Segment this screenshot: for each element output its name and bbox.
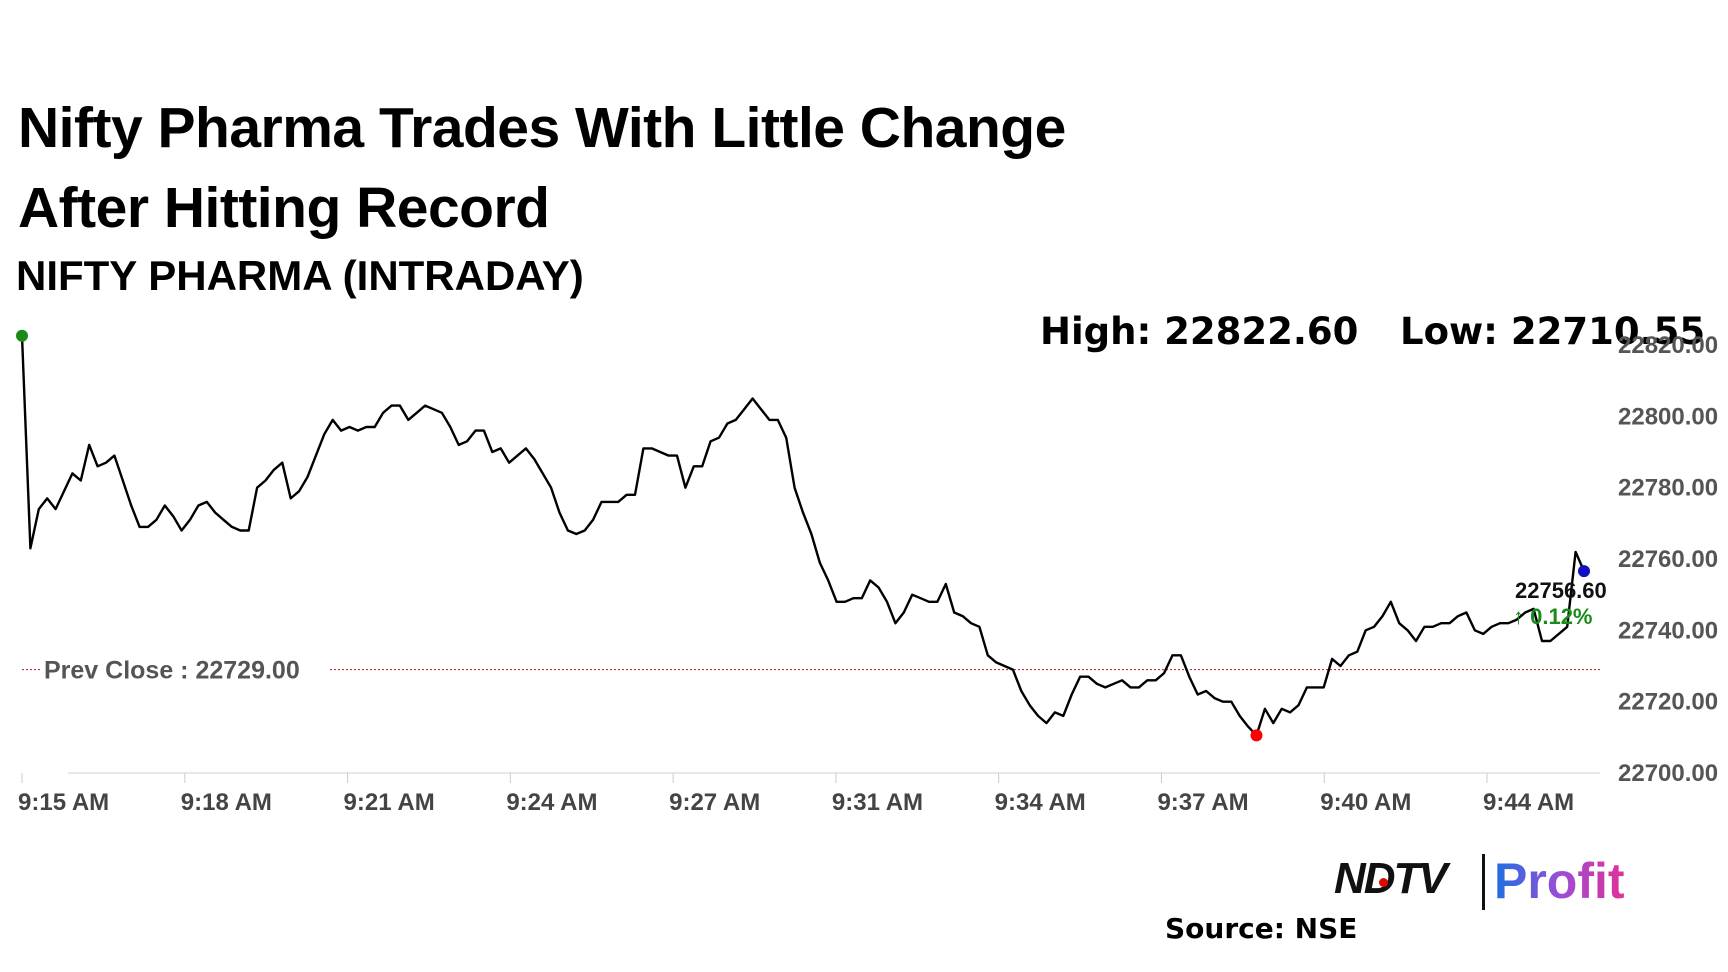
y-tick-label: 22820.00 — [1618, 332, 1718, 359]
price-series-line — [20, 335, 1586, 737]
x-tick-label: 9:40 AM — [1320, 789, 1411, 816]
last-price-marker — [1578, 565, 1590, 578]
brand-logo-dot — [1379, 878, 1388, 887]
high-value-label: High: 22822.60 — [1040, 310, 1359, 353]
x-tick-label: 9:27 AM — [669, 789, 760, 816]
chart-title: Nifty Pharma Trades With Little Change A… — [18, 88, 1318, 248]
x-tick-label: 9:18 AM — [181, 789, 272, 816]
day-low-marker — [1250, 729, 1263, 742]
chart-title-line2: After Hitting Record — [18, 176, 550, 240]
prev-close-label: Prev Close : 22729.00 — [44, 657, 300, 685]
y-tick-label: 22800.00 — [1618, 403, 1718, 430]
x-tick-label: 9:15 AM — [18, 789, 109, 816]
y-tick-label: 22720.00 — [1618, 689, 1718, 716]
day-high-marker — [16, 329, 28, 342]
x-tick-label: 9:21 AM — [344, 789, 435, 816]
y-tick-label: 22780.00 — [1618, 475, 1718, 502]
low-value-label: Low: 22710.55 — [1400, 310, 1706, 353]
x-tick-label: 9:34 AM — [995, 789, 1086, 816]
y-tick-label: 22760.00 — [1618, 546, 1718, 573]
y-tick-label: 22700.00 — [1618, 760, 1718, 787]
brand-logo-ndtv: NDTV — [1334, 854, 1448, 903]
source-note: Source: NSE — [1165, 912, 1358, 945]
chart-title-line1: Nifty Pharma Trades With Little Change — [18, 96, 1066, 160]
x-tick-label: 9:24 AM — [506, 789, 597, 816]
y-tick-label: 22740.00 — [1618, 617, 1718, 644]
x-tick-label: 9:44 AM — [1483, 789, 1574, 816]
brand-logo-profit: Profit — [1494, 853, 1625, 909]
x-tick-label: 9:31 AM — [832, 789, 923, 816]
last-price-label: 22756.60 — [1515, 578, 1607, 603]
change-percent-label: ↑ 0.12% — [1513, 604, 1593, 629]
x-tick-label: 9:37 AM — [1157, 789, 1248, 816]
chart-subtitle: NIFTY PHARMA (INTRADAY) — [16, 252, 584, 299]
brand-logo-divider — [1482, 854, 1485, 910]
